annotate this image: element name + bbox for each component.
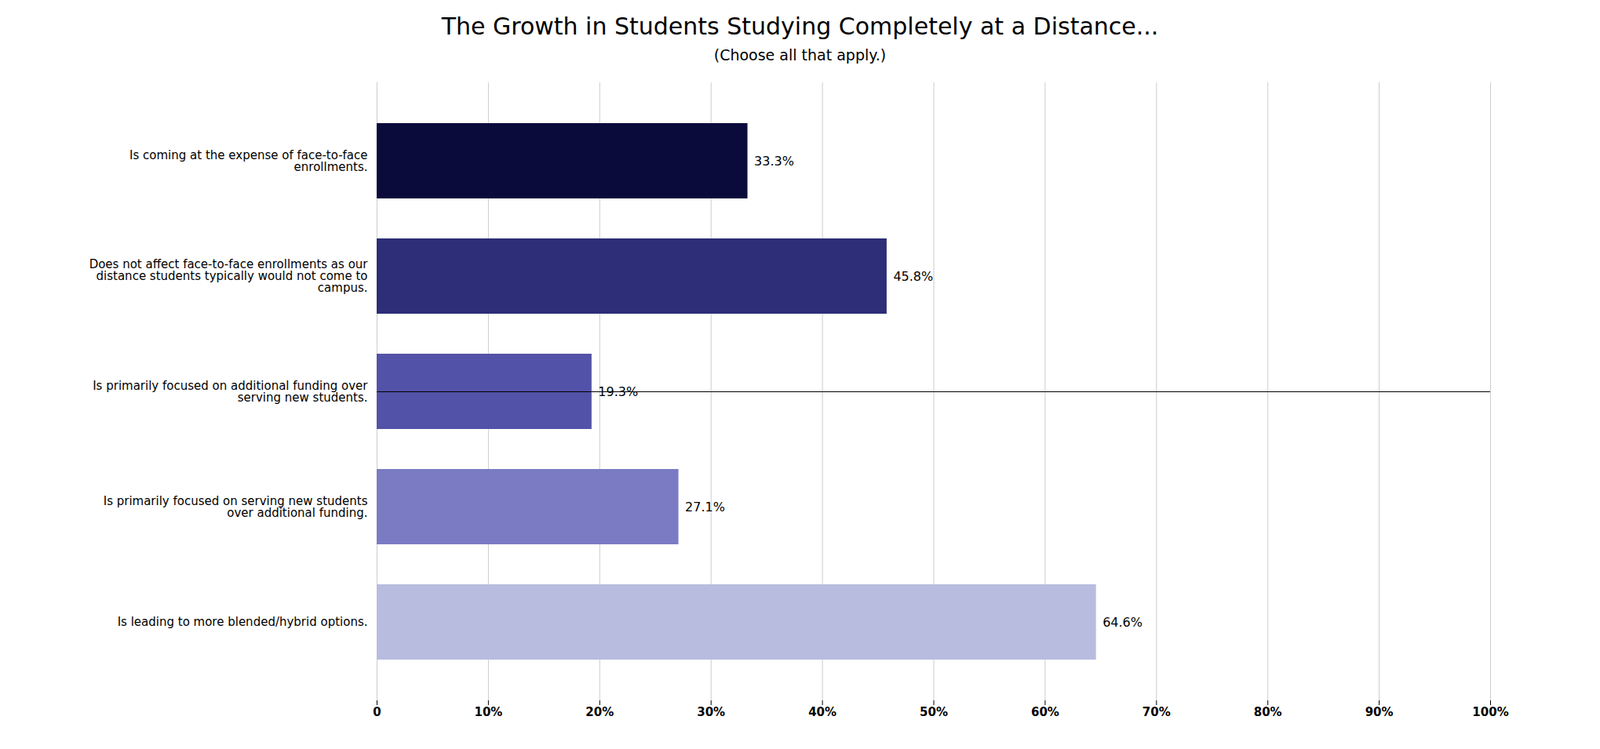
- svg-text:90%: 90%: [1365, 705, 1394, 720]
- svg-text:40%: 40%: [808, 705, 837, 720]
- html-text:The Growth in Students Studyin: The Growth in Students Studying Complete…: [441, 12, 1159, 41]
- svg-text:10%: 10%: [473, 705, 503, 720]
- svg-text:Is coming at the expense of fa: Is coming at the expense of face-to-face…: [129, 148, 368, 175]
- svg-text:Does not affect face-to-face e: Does not affect face-to-face enrollments…: [89, 257, 369, 296]
- svg-text:27.1%: 27.1%: [685, 499, 726, 515]
- html-text:(Choose all that apply.): (Choose all that apply.): [713, 46, 887, 64]
- svg-text:100%: 100%: [1472, 705, 1509, 720]
- svg-text:20%: 20%: [585, 705, 614, 720]
- svg-text:0: 0: [372, 705, 381, 720]
- svg-text:Is leading to more blended/hyb: Is leading to more blended/hybrid option…: [117, 615, 369, 630]
- svg-text:60%: 60%: [1031, 705, 1060, 720]
- svg-text:Is primarily focused on servin: Is primarily focused on serving new stud…: [103, 494, 369, 521]
- svg-text:64.6%: 64.6%: [1102, 615, 1143, 631]
- svg-text:30%: 30%: [696, 705, 726, 720]
- svg-text:45.8%: 45.8%: [892, 269, 934, 285]
- svg-text:Is primarily focused on additi: Is primarily focused on additional fundi…: [92, 379, 369, 405]
- svg-text:50%: 50%: [919, 705, 948, 720]
- svg-text:33.3%: 33.3%: [754, 153, 795, 169]
- svg-text:70%: 70%: [1142, 705, 1171, 720]
- svg-text:80%: 80%: [1253, 705, 1283, 720]
- svg-text:19.3%: 19.3%: [598, 384, 639, 400]
